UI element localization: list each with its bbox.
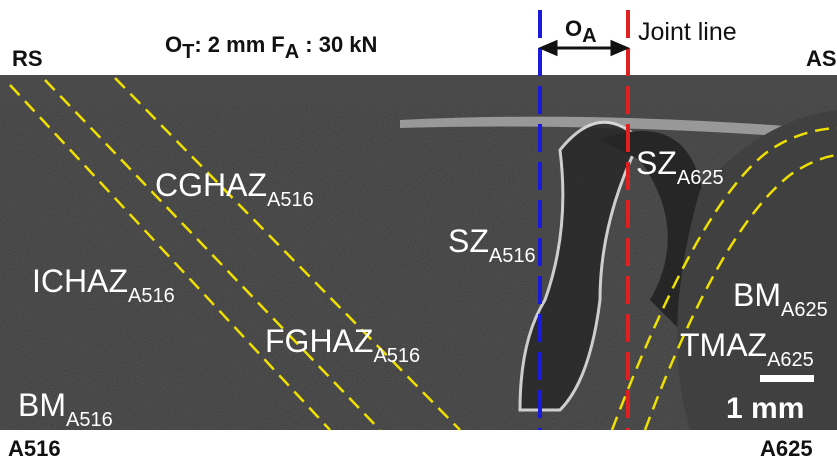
value: : 30 kN [299,32,377,57]
subscript: A516 [267,189,314,211]
subscript: A [582,25,596,47]
subscript: T [182,41,194,63]
figure: RS OT: 2 mmFA : 30 kN OA Joint line AS C… [0,0,837,463]
region-name: BM [733,277,781,313]
subscript: A516 [373,345,420,367]
scale-bar [760,375,814,382]
scale-label: 1 mm [726,392,804,425]
subscript: A [285,41,299,63]
symbol: F [271,32,284,57]
symbol: O [165,32,182,57]
joint-label: Joint line [638,18,737,46]
subscript: A625 [767,349,814,371]
subscript: A625 [677,167,724,189]
micrograph [0,75,837,430]
region-name: BM [18,387,66,423]
offset-label: OA [565,16,597,47]
footer-right: A625 [760,436,813,461]
region-name: ICHAZ [32,263,128,299]
symbol: O [565,16,582,41]
subscript: A516 [489,245,536,267]
as-label: AS [806,46,837,71]
footer-left: A516 [8,436,61,461]
value: : 2 mm [194,32,265,57]
subscript: A625 [781,299,828,321]
region-name: SZ [448,223,489,259]
subscript: A516 [128,285,175,307]
rs-label: RS [12,46,43,71]
region-name: TMAZ [680,327,767,363]
region-name: SZ [636,145,677,181]
page: RS OT: 2 mmFA : 30 kN OA Joint line AS C… [0,0,837,463]
region-name: FGHAZ [265,323,373,359]
subscript: A516 [66,409,113,431]
region-name: CGHAZ [155,167,267,203]
